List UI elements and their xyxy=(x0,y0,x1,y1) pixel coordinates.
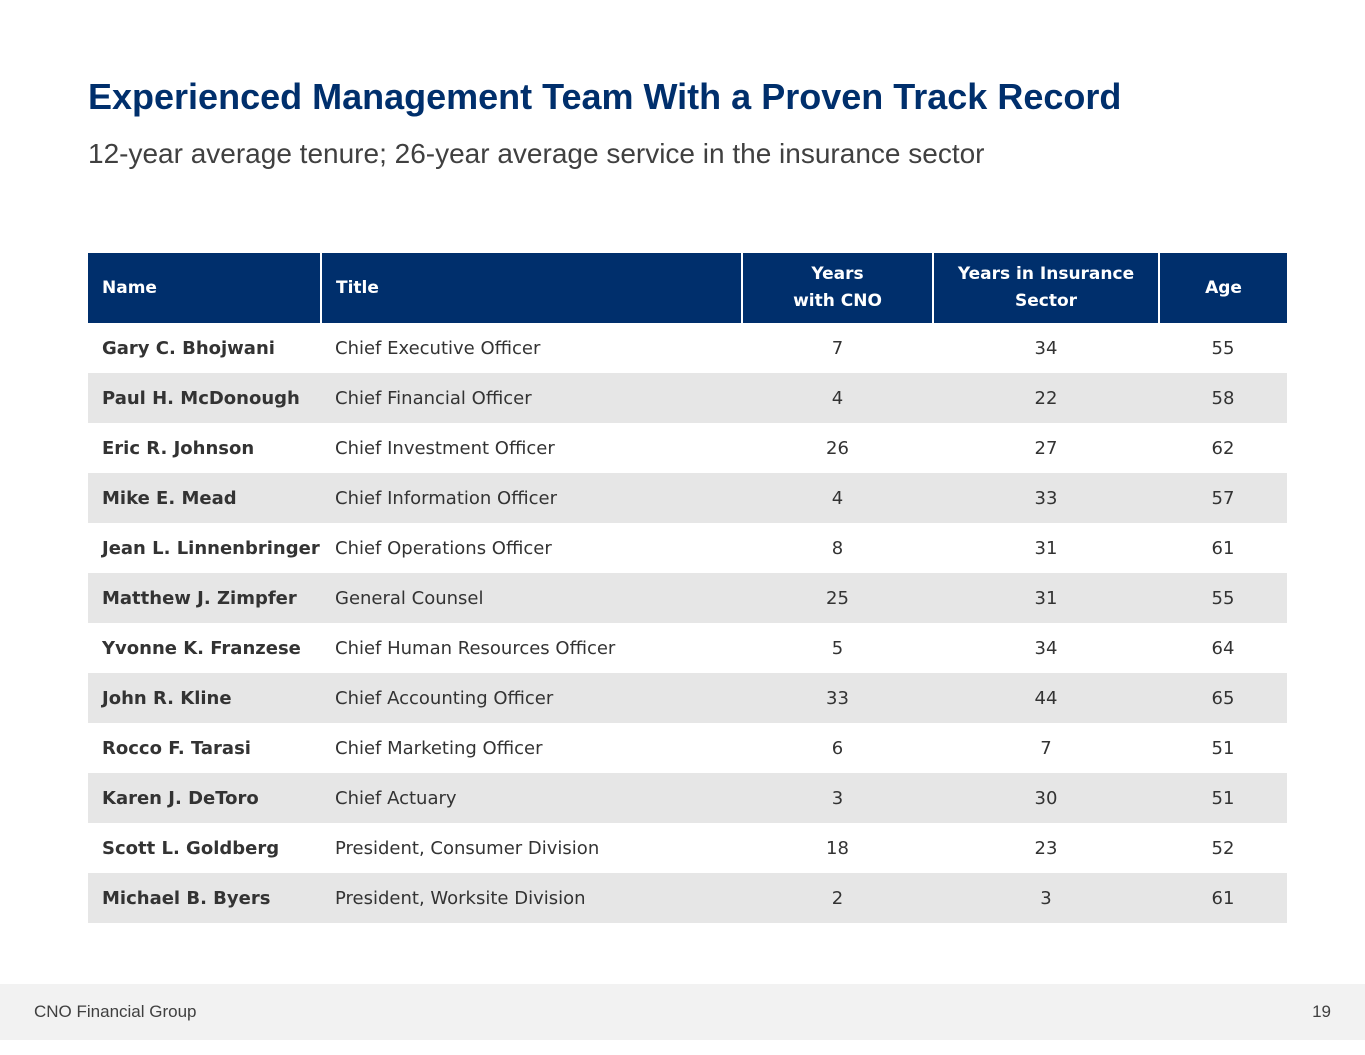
footer-company: CNO Financial Group xyxy=(34,1002,197,1021)
cell-age: 61 xyxy=(1159,523,1287,573)
cell-title: Chief Operations Officer xyxy=(321,523,742,573)
cell-years-with-cno: 25 xyxy=(742,573,933,623)
cell-years-with-cno: 5 xyxy=(742,623,933,673)
table-row: Matthew J. Zimpfer General Counsel 25 31 55 xyxy=(88,573,1287,623)
cell-age: 55 xyxy=(1159,573,1287,623)
table-row: John R. Kline Chief Accounting Officer 33 4… xyxy=(88,673,1287,723)
cell-age: 65 xyxy=(1159,673,1287,723)
cell-years-in-insurance: 7 xyxy=(933,723,1159,773)
header-title: Title xyxy=(320,253,742,323)
cell-years-with-cno: 2 xyxy=(742,873,933,923)
header-years-in-insurance-line2: Sector xyxy=(1014,291,1078,311)
cell-name: Mike E. Mead xyxy=(88,473,321,523)
cell-years-with-cno: 18 xyxy=(742,823,933,873)
cell-name: Karen J. DeToro xyxy=(88,773,321,823)
cell-name: Scott L. Goldberg xyxy=(88,823,321,873)
cell-years-with-cno: 26 xyxy=(742,423,933,473)
table-body: Gary C. Bhojwani Chief Executive Officer 7… xyxy=(88,323,1287,923)
page-subtitle: 12-year average tenure; 26-year average … xyxy=(88,138,985,169)
page-number: 19 xyxy=(1312,1002,1331,1021)
table-row: Yvonne K. Franzese Chief Human Resources … xyxy=(88,623,1287,673)
table-row: Jean L. Linnenbringer Chief Operations Of… xyxy=(88,523,1287,573)
table-row: Karen J. DeToro Chief Actuary 3 30 51 xyxy=(88,773,1287,823)
table-row: Gary C. Bhojwani Chief Executive Officer 7… xyxy=(88,323,1287,373)
header-name: Name xyxy=(88,253,321,323)
table-row: Rocco F. Tarasi Chief Marketing Officer 6 7… xyxy=(88,723,1287,773)
cell-age: 58 xyxy=(1159,373,1287,423)
cell-age: 57 xyxy=(1159,473,1287,523)
header-years-in-insurance: Years in Insurance Sector xyxy=(932,253,1159,323)
page-title: Experienced Management Team With a Prove… xyxy=(88,76,1122,117)
cell-years-in-insurance: 30 xyxy=(933,773,1159,823)
header-years-with-cno: Years with CNO xyxy=(741,253,933,323)
cell-years-in-insurance: 3 xyxy=(933,873,1159,923)
cell-years-in-insurance: 33 xyxy=(933,473,1159,523)
cell-years-with-cno: 7 xyxy=(742,323,933,373)
cell-title: General Counsel xyxy=(321,573,742,623)
cell-years-in-insurance: 34 xyxy=(933,623,1159,673)
cell-years-with-cno: 4 xyxy=(742,473,933,523)
cell-years-with-cno: 8 xyxy=(742,523,933,573)
cell-name: Rocco F. Tarasi xyxy=(88,723,321,773)
cell-title: President, Worksite Division xyxy=(321,873,742,923)
cell-years-with-cno: 3 xyxy=(742,773,933,823)
cell-title: Chief Information Officer xyxy=(321,473,742,523)
cell-years-with-cno: 6 xyxy=(742,723,933,773)
table-row: Michael B. Byers President, Worksite Divi… xyxy=(88,873,1287,923)
cell-years-in-insurance: 31 xyxy=(933,573,1159,623)
cell-name: Yvonne K. Franzese xyxy=(88,623,321,673)
cell-age: 55 xyxy=(1159,323,1287,373)
cell-name: John R. Kline xyxy=(88,673,321,723)
cell-name: Paul H. McDonough xyxy=(88,373,321,423)
cell-title: Chief Executive Officer xyxy=(321,323,742,373)
cell-age: 64 xyxy=(1159,623,1287,673)
cell-title: Chief Human Resources Officer xyxy=(321,623,742,673)
cell-age: 51 xyxy=(1159,723,1287,773)
cell-title: Chief Accounting Officer xyxy=(321,673,742,723)
management-table: Name Title Years with CNO Years in Insur… xyxy=(88,253,1287,923)
cell-years-in-insurance: 23 xyxy=(933,823,1159,873)
cell-years-with-cno: 4 xyxy=(742,373,933,423)
table-row: Paul H. McDonough Chief Financial Officer… xyxy=(88,373,1287,423)
header-years-in-insurance-line1: Years in Insurance xyxy=(957,264,1135,284)
header-age: Age xyxy=(1158,253,1287,323)
cell-name: Michael B. Byers xyxy=(88,873,321,923)
cell-name: Jean L. Linnenbringer xyxy=(88,523,321,573)
cell-title: Chief Actuary xyxy=(321,773,742,823)
cell-years-in-insurance: 27 xyxy=(933,423,1159,473)
header-years-with-cno-line1: Years xyxy=(811,264,864,284)
cell-years-with-cno: 33 xyxy=(742,673,933,723)
cell-years-in-insurance: 31 xyxy=(933,523,1159,573)
cell-years-in-insurance: 22 xyxy=(933,373,1159,423)
cell-title: Chief Marketing Officer xyxy=(321,723,742,773)
footer: CNO Financial Group 19 xyxy=(0,984,1365,1040)
cell-name: Gary C. Bhojwani xyxy=(88,323,321,373)
cell-years-in-insurance: 34 xyxy=(933,323,1159,373)
header-years-with-cno-line2: with CNO xyxy=(793,291,882,311)
cell-title: Chief Financial Officer xyxy=(321,373,742,423)
cell-age: 52 xyxy=(1159,823,1287,873)
table-header-row: Name Title Years with CNO Years in Insur… xyxy=(88,253,1287,323)
cell-title: President, Consumer Division xyxy=(321,823,742,873)
cell-title: Chief Investment Officer xyxy=(321,423,742,473)
cell-age: 51 xyxy=(1159,773,1287,823)
table-row: Eric R. Johnson Chief Investment Officer 2… xyxy=(88,423,1287,473)
cell-name: Matthew J. Zimpfer xyxy=(88,573,321,623)
cell-years-in-insurance: 44 xyxy=(933,673,1159,723)
cell-age: 62 xyxy=(1159,423,1287,473)
cell-age: 61 xyxy=(1159,873,1287,923)
table-row: Mike E. Mead Chief Information Officer 4 33… xyxy=(88,473,1287,523)
table-row: Scott L. Goldberg President, Consumer Div… xyxy=(88,823,1287,873)
cell-name: Eric R. Johnson xyxy=(88,423,321,473)
